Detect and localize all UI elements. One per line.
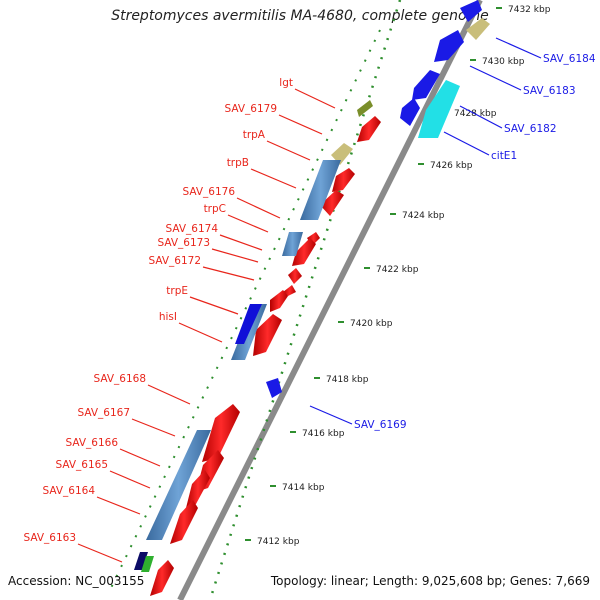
gene-arrow-sav6168[interactable]: [202, 404, 240, 462]
ruler-tick-label: 7424 kbp: [402, 211, 445, 221]
ruler-tick-label: 7414 kbp: [282, 483, 325, 493]
gene-label-trpb[interactable]: trpB: [227, 157, 249, 169]
leader-line-sav6167: [131, 418, 176, 437]
gene-label-trpe[interactable]: trpE: [166, 285, 188, 297]
leader-line-sav6169: [309, 405, 353, 425]
leader-line-trpc: [227, 214, 269, 233]
ruler-line: [208, 0, 402, 600]
gene-label-cite1[interactable]: citE1: [491, 150, 517, 162]
ruler-line-inner: [109, 29, 381, 591]
gene-label-sav6165[interactable]: SAV_6165: [55, 459, 108, 471]
ruler-tick-label: 7430 kbp: [482, 57, 525, 67]
gene-arrow-sav6182[interactable]: [400, 98, 420, 126]
gene-bar-sav6176-blue[interactable]: [300, 160, 341, 220]
leader-line-hisi: [178, 322, 223, 343]
reverse-features: [400, 0, 490, 138]
gene-label-sav6173[interactable]: SAV_6173: [157, 237, 210, 249]
gene-bar-sav6163-green[interactable]: [141, 556, 154, 572]
gene-arrow-sav6179[interactable]: [357, 116, 381, 142]
gene-label-hisi[interactable]: hisI: [159, 311, 177, 323]
gene-label-trpc[interactable]: trpC: [204, 203, 226, 215]
topology-label: Topology: linear; Length: 9,025,608 bp; …: [270, 574, 590, 588]
leader-line-sav6173: [211, 248, 259, 263]
ruler-tick-label: 7418 kbp: [326, 375, 369, 385]
gene-label-sav6172[interactable]: SAV_6172: [148, 255, 201, 267]
leader-line-trpe: [189, 296, 239, 315]
gene-label-sav6169[interactable]: SAV_6169: [354, 419, 407, 431]
gene-arrow-sav6176[interactable]: [320, 190, 344, 216]
gene-arrow-sav6184-top[interactable]: [460, 0, 482, 22]
gene-arrow-sav6165[interactable]: [170, 500, 198, 544]
blue-features: [134, 160, 341, 572]
gene-label-sav6166[interactable]: SAV_6166: [65, 437, 118, 449]
leader-line-sav6183: [469, 65, 522, 91]
ruler-tick-label: 7432 kbp: [508, 5, 551, 15]
gene-arrow-cite1[interactable]: [418, 80, 460, 138]
leader-line-sav6182: [459, 105, 503, 129]
gene-arrow-hisi[interactable]: [253, 314, 282, 356]
accession-label: Accession: NC_003155: [8, 574, 145, 588]
leader-line-sav6166: [119, 448, 161, 467]
gene-bar-sav6163-navy[interactable]: [134, 552, 148, 570]
gene-arrow-trpb[interactable]: [332, 168, 355, 192]
gene-label-sav6182[interactable]: SAV_6182: [504, 123, 557, 135]
gene-arrow-lgt[interactable]: [357, 100, 373, 117]
gene-bar-hisi-darkblue[interactable]: [235, 304, 262, 344]
gene-label-sav6167[interactable]: SAV_6167: [77, 407, 130, 419]
leader-line-trpb: [250, 168, 297, 189]
ruler-tick-label: 7422 kbp: [376, 265, 419, 275]
gene-arrow-sav6183[interactable]: [412, 70, 440, 100]
gene-bar-sav6174-blue[interactable]: [282, 232, 303, 256]
leader-line-sav6163: [77, 543, 123, 563]
gene-label-sav6183[interactable]: SAV_6183: [523, 85, 576, 97]
ruler-tick-label: 7420 kbp: [350, 319, 393, 329]
leader-line-trpa: [266, 140, 311, 161]
leader-line-sav6184: [495, 37, 542, 59]
ruler-tick-label: 7416 kbp: [302, 429, 345, 439]
gene-label-sav6163[interactable]: SAV_6163: [23, 532, 76, 544]
leader-line-sav6165: [109, 470, 151, 489]
leader-line-sav6179: [278, 114, 323, 135]
genome-backbone: [177, 0, 483, 600]
gene-arrow-sav6166[interactable]: [186, 470, 210, 508]
leader-line-sav6174: [219, 234, 263, 251]
leader-line-cite1: [443, 131, 490, 156]
gene-label-sav6184[interactable]: SAV_6184: [543, 53, 596, 65]
gene-arrow-sav6184-tan[interactable]: [466, 18, 490, 40]
leader-line-sav6168: [147, 384, 191, 405]
gene-arrow-sav6164[interactable]: [150, 560, 174, 596]
leader-line-sav6176: [236, 197, 281, 219]
gene-label-sav6174[interactable]: SAV_6174: [165, 223, 218, 235]
gene-label-sav6168[interactable]: SAV_6168: [93, 373, 146, 385]
gene-label-lgt[interactable]: lgt: [279, 77, 293, 89]
gene-arrow-sav6169[interactable]: [266, 378, 282, 398]
gene-arrow-sav6173[interactable]: [288, 268, 302, 284]
ruler-tick-label: 7412 kbp: [257, 537, 300, 547]
leader-line-lgt: [294, 88, 336, 109]
gene-label-sav6179[interactable]: SAV_6179: [224, 103, 277, 115]
gene-label-sav6164[interactable]: SAV_6164: [42, 485, 95, 497]
leader-line-sav6164: [96, 496, 141, 515]
gene-arrow-sav6172[interactable]: [283, 285, 296, 296]
gene-arrow-sav6174[interactable]: [292, 238, 316, 266]
gene-arrow-trpa[interactable]: [331, 143, 353, 165]
gene-label-trpa[interactable]: trpA: [243, 129, 266, 141]
leader-line-sav6172: [202, 266, 255, 281]
forward-features: [150, 100, 381, 596]
gene-arrow-trpe[interactable]: [270, 290, 288, 312]
gene-bar-sav6167-blue[interactable]: [146, 430, 211, 540]
ruler-tick-label: 7426 kbp: [430, 161, 473, 171]
gene-arrow-sav6184[interactable]: [434, 30, 464, 62]
gene-label-sav6176[interactable]: SAV_6176: [182, 186, 235, 198]
